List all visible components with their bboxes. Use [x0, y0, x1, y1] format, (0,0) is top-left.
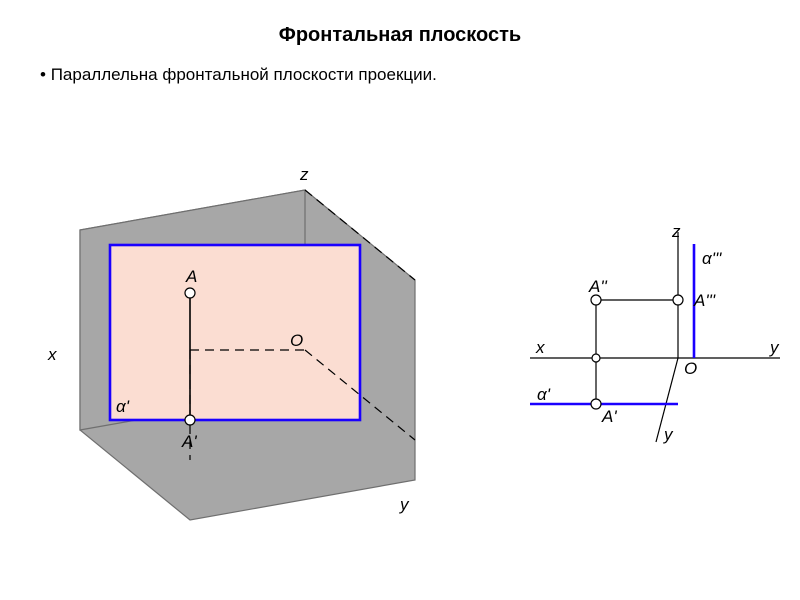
diagram-canvas: A A' Ox y z α' z x y y O A'' A''' A' α' α''' — [0, 0, 800, 600]
svg-text:y: y — [399, 495, 410, 514]
svg-text:α': α' — [116, 397, 130, 416]
svg-text:A'': A'' — [588, 277, 608, 296]
svg-text:x: x — [47, 345, 57, 364]
svg-text:O: O — [684, 359, 697, 378]
svg-text:y: y — [663, 425, 674, 444]
svg-text:O: O — [290, 331, 303, 350]
svg-text:A': A' — [601, 407, 617, 426]
svg-text:α''': α''' — [702, 249, 722, 268]
svg-text:A': A' — [181, 432, 197, 451]
svg-text:y: y — [769, 338, 780, 357]
svg-text:α': α' — [537, 385, 551, 404]
svg-text:z: z — [299, 165, 309, 184]
svg-text:x: x — [535, 338, 545, 357]
svg-text:A: A — [185, 267, 197, 286]
svg-text:A''': A''' — [693, 291, 716, 310]
svg-text:z: z — [671, 222, 681, 241]
